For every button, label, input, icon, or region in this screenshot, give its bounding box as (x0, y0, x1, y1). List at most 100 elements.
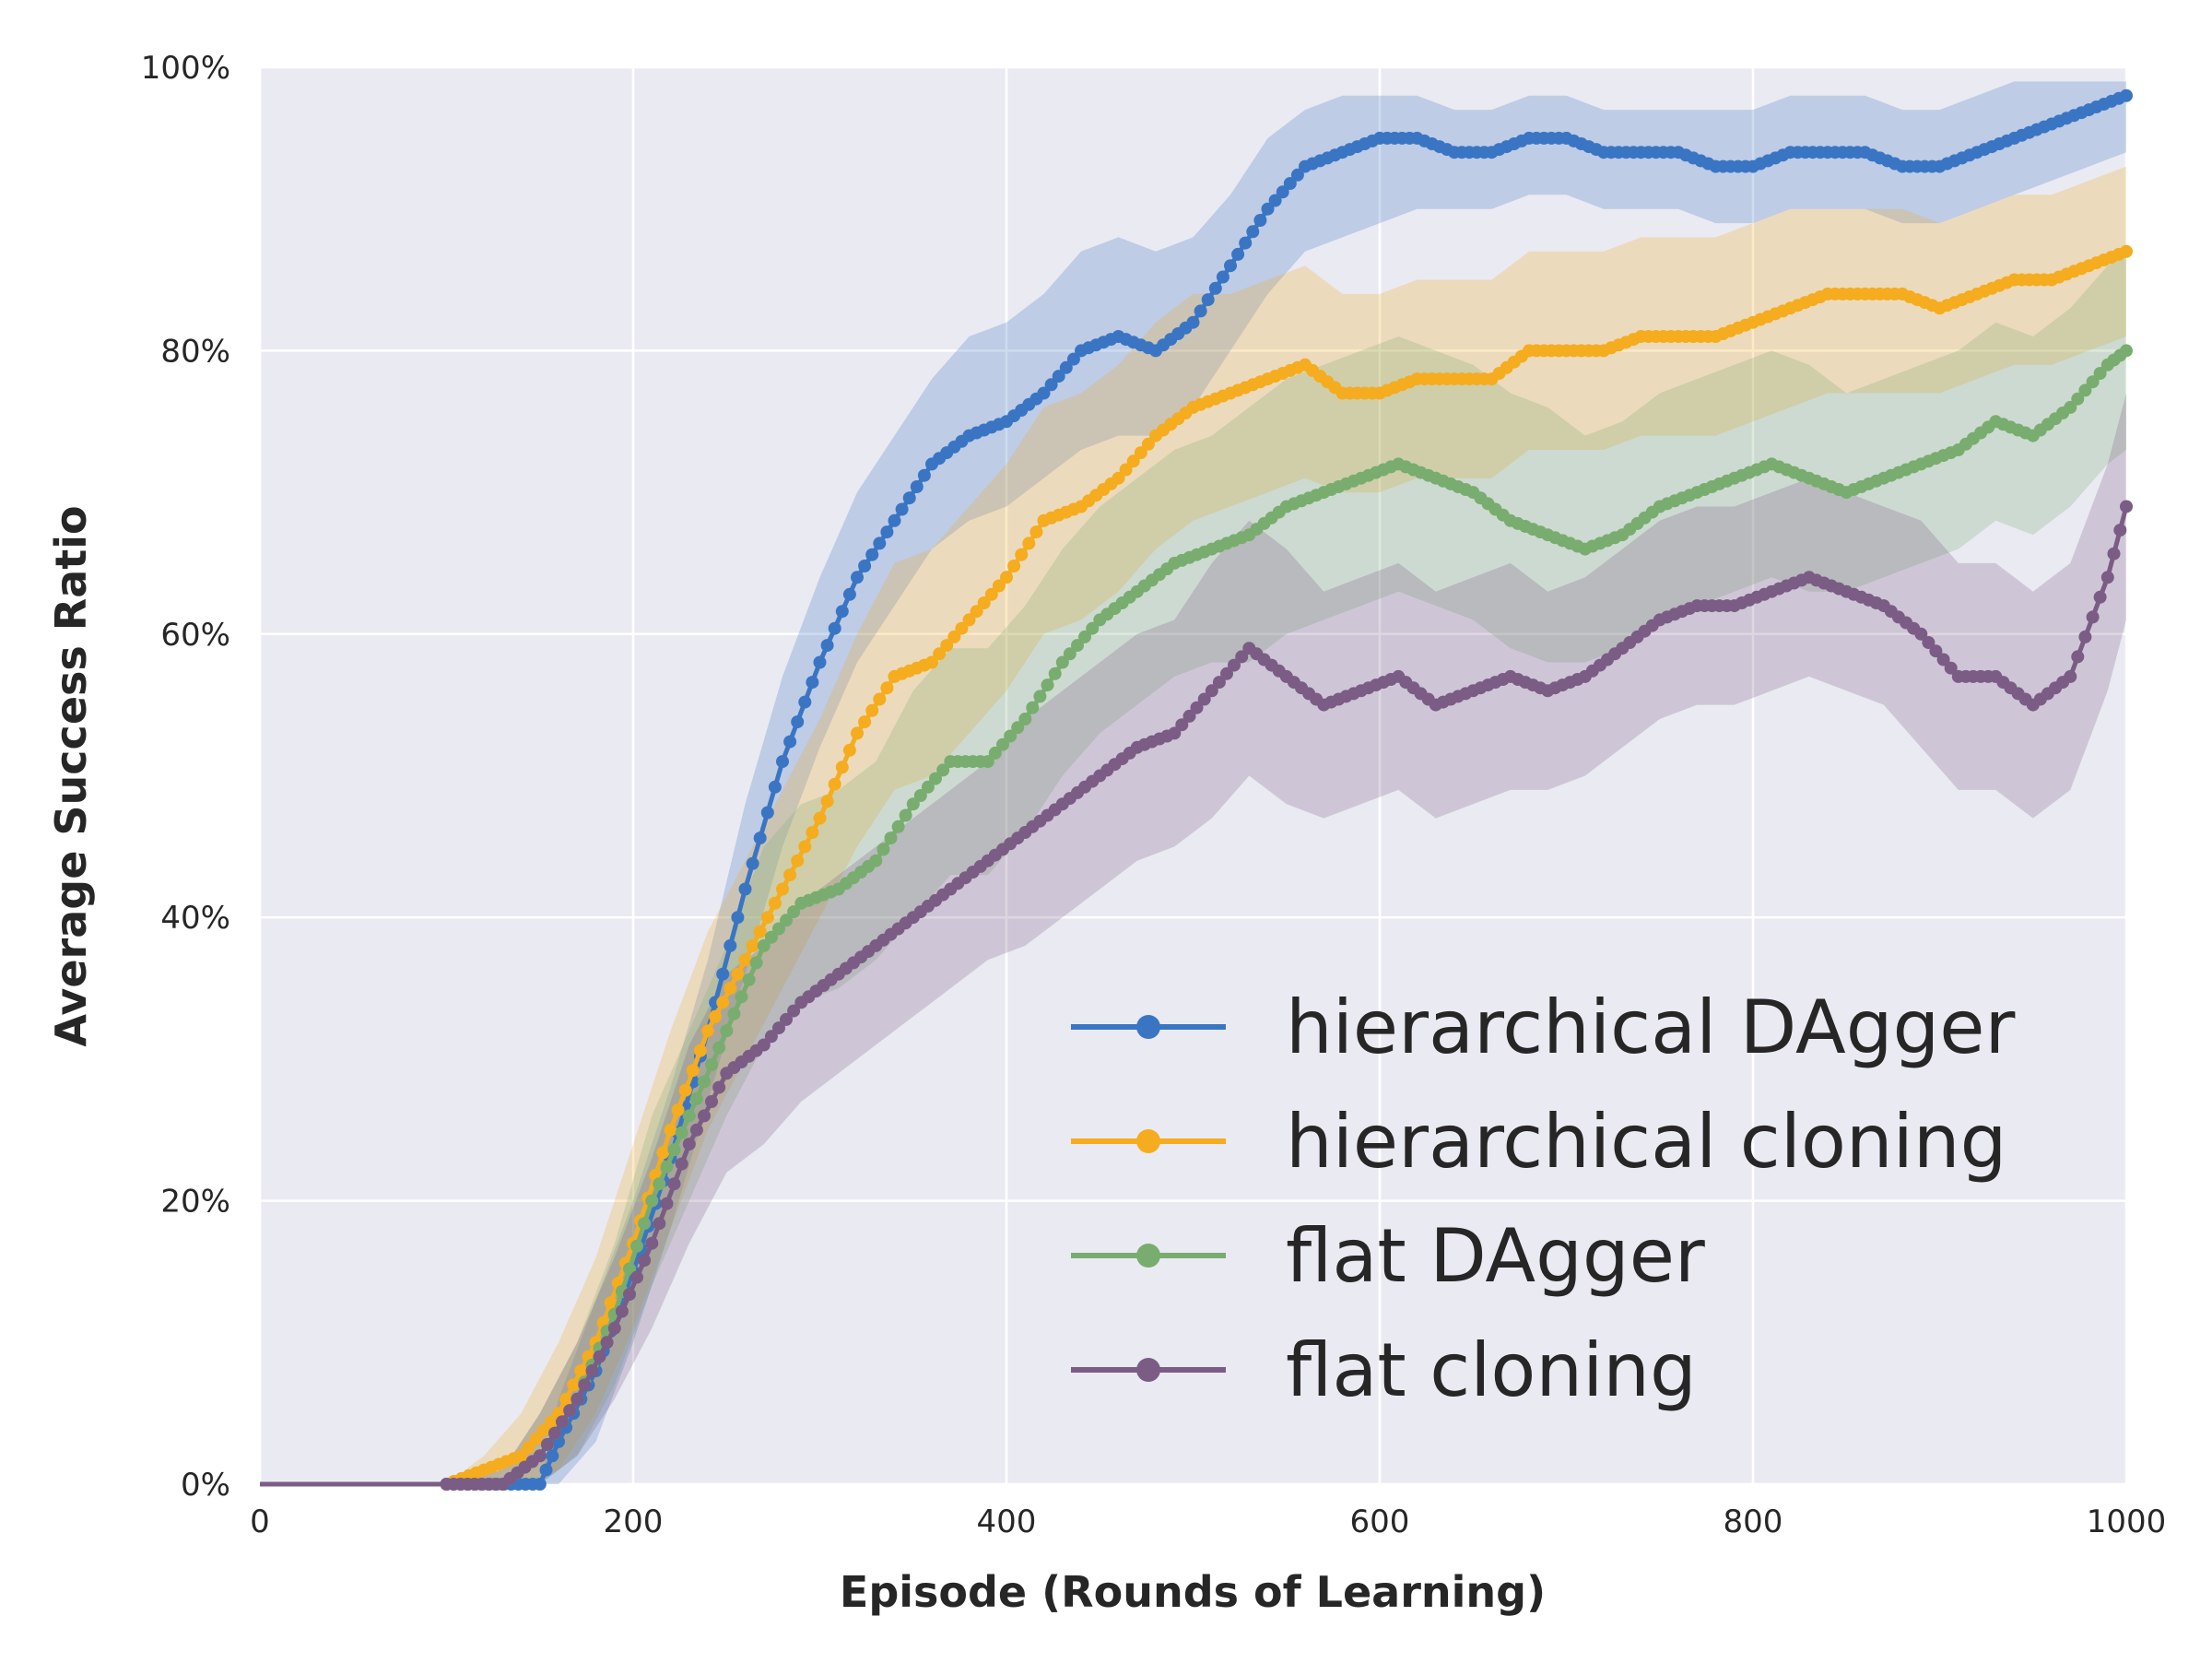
flat-cloning-point (540, 1438, 554, 1451)
flat-dagger-point (667, 1143, 681, 1157)
hierarchical-cloning-point (813, 811, 827, 825)
hierarchical-dagger-point (1261, 202, 1275, 216)
flat-cloning-point (1220, 666, 1233, 680)
flat-dagger-point (638, 1217, 652, 1231)
legend: hierarchical DAgger hierarchical cloning f… (1071, 985, 2015, 1413)
flat-cloning-point (675, 1157, 688, 1171)
flat-cloning-point (1944, 661, 1958, 675)
flat-dagger-markers (440, 344, 2133, 1491)
x-tick-label: 800 (1724, 1504, 1783, 1540)
hierarchical-dagger-point (865, 548, 879, 561)
flat-cloning-point (660, 1197, 674, 1210)
hierarchical-cloning-point (776, 882, 789, 896)
flat-cloning-point (533, 1449, 547, 1463)
flat-dagger-point (2120, 344, 2133, 358)
flat-cloning-point (698, 1109, 711, 1123)
hierarchical-cloning-point (992, 579, 1006, 593)
hierarchical-dagger-point (1186, 315, 1200, 329)
flat-cloning-point (712, 1080, 726, 1094)
hierarchical-cloning-point (955, 621, 969, 635)
hierarchical-dagger-point (1066, 352, 1080, 366)
flat-cloning-point (764, 1030, 778, 1044)
hierarchical-cloning-point (656, 1146, 670, 1160)
x-tick-label: 1000 (2087, 1504, 2167, 1540)
hierarchical-cloning-point (1000, 571, 1013, 584)
flat-cloning-point (2071, 650, 2085, 664)
flat-dagger-point (2064, 400, 2077, 414)
hierarchical-cloning-band (260, 166, 2126, 1485)
hierarchical-cloning-point (933, 647, 947, 661)
hierarchical-dagger-band (260, 81, 2126, 1484)
hierarchical-cloning-point (828, 777, 841, 791)
flat-cloning-point (607, 1321, 621, 1335)
hierarchical-cloning-point (559, 1392, 573, 1406)
y-tick-label: 100% (141, 50, 230, 87)
flat-cloning-point (1228, 658, 1241, 672)
hierarchical-dagger-point (835, 605, 849, 619)
hierarchical-dagger-point (1290, 168, 1304, 182)
hierarchical-dagger-point (1283, 177, 1297, 190)
flat-dagger-point (772, 922, 785, 936)
flat-dagger-point (906, 797, 920, 811)
hierarchical-cloning-point (746, 938, 759, 952)
hierarchical-dagger-point (783, 735, 797, 749)
hierarchical-dagger-point (798, 695, 812, 709)
flat-dagger-point (1011, 721, 1025, 735)
y-tick-label: 60% (160, 617, 230, 654)
flat-dagger-point (1055, 655, 1069, 669)
hierarchical-cloning-point (842, 743, 856, 757)
hierarchical-cloning-markers (440, 244, 2133, 1491)
flat-cloning-markers (440, 500, 2133, 1491)
hierarchical-cloning-point (798, 840, 812, 854)
hierarchical-cloning-point (947, 630, 961, 643)
y-tick-label: 40% (160, 900, 230, 937)
flat-cloning-point (689, 1123, 703, 1137)
y-tick-label: 20% (160, 1184, 230, 1221)
hierarchical-cloning-point (738, 953, 752, 967)
flat-dagger-point (660, 1160, 674, 1174)
hierarchical-dagger-point (895, 502, 909, 516)
flat-cloning-point (2064, 669, 2077, 683)
hierarchical-dagger-point (753, 832, 767, 845)
flat-cloning-point (772, 1021, 785, 1035)
band-layer (260, 81, 2126, 1485)
hierarchical-dagger-point (539, 1463, 553, 1477)
flat-dagger-point (2093, 367, 2107, 380)
hierarchical-dagger-point (1052, 370, 1065, 383)
flat-cloning-point (1205, 684, 1218, 698)
legend-label-flat-cloning: flat cloning (1286, 1327, 1697, 1413)
flat-dagger-point (757, 938, 771, 952)
hierarchical-cloning-point (962, 613, 976, 627)
hierarchical-cloning-point (604, 1296, 618, 1310)
flat-cloning-point (623, 1288, 636, 1301)
flat-dagger-point (2078, 383, 2092, 397)
flat-dagger-point (735, 990, 748, 1004)
flat-dagger-point (712, 1041, 726, 1055)
flat-dagger-point (675, 1126, 688, 1139)
flat-cloning-point (2093, 590, 2107, 604)
flat-dagger-band (260, 251, 2126, 1484)
flat-cloning-point (2100, 571, 2114, 584)
flat-dagger-point (1071, 639, 1084, 653)
hierarchical-cloning-point (522, 1441, 535, 1454)
flat-dagger-point (727, 1007, 741, 1020)
hierarchical-cloning-point (693, 1044, 707, 1057)
flat-dagger-point (996, 737, 1009, 751)
flat-cloning-point (2113, 524, 2127, 537)
hierarchical-dagger-point (888, 513, 901, 527)
hierarchical-cloning-point (701, 1024, 714, 1038)
flat-cloning-point (645, 1236, 659, 1250)
hierarchical-cloning-point (678, 1083, 692, 1097)
flat-cloning-point (682, 1138, 696, 1151)
x-tick-label: 400 (977, 1504, 1037, 1540)
flat-cloning-point (600, 1336, 614, 1350)
flat-cloning-point (1936, 653, 1950, 666)
hierarchical-cloning-point (567, 1378, 581, 1392)
hierarchical-dagger-point (1059, 360, 1073, 374)
hierarchical-dagger-point (902, 491, 916, 505)
flat-cloning-point (1914, 627, 1928, 641)
hierarchical-dagger-point (1216, 270, 1230, 284)
hierarchical-cloning-point (2120, 244, 2133, 258)
flat-cloning-band (260, 393, 2126, 1484)
flat-dagger-point (698, 1075, 711, 1089)
